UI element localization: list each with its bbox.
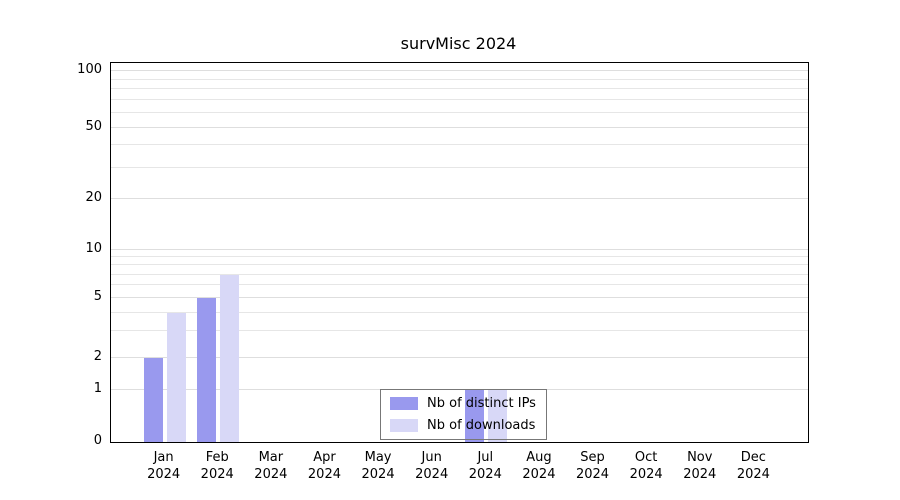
y-tick-label-0: 0	[93, 433, 102, 448]
gridline-y-3	[111, 330, 808, 332]
gridline-y-9	[111, 256, 808, 258]
x-tick-label-dec: Dec 2024	[725, 449, 781, 483]
gridline-y-40	[111, 144, 808, 146]
x-tick-year: 2024	[200, 467, 234, 482]
gridline-y-70	[111, 99, 808, 101]
x-tick-label-nov: Nov 2024	[672, 449, 728, 483]
x-tick-year: 2024	[736, 467, 770, 482]
x-tick-year: 2024	[468, 467, 502, 482]
legend-swatch-downloads	[390, 418, 418, 432]
x-tick-year: 2024	[254, 467, 288, 482]
x-tick-label-aug: Aug 2024	[511, 449, 567, 483]
gridline-y-30	[111, 166, 808, 168]
legend-label-distinct-ips: Nb of distinct IPs	[427, 396, 536, 412]
y-tick-label-5: 5	[93, 288, 102, 304]
x-tick-label-jul: Jul 2024	[457, 449, 513, 483]
x-tick-label-jan: Jan 2024	[136, 449, 192, 483]
x-tick-year: 2024	[683, 467, 717, 482]
chart-title: survMisc 2024	[400, 34, 517, 53]
x-tick-month: Aug	[526, 450, 552, 465]
y-tick-label-20: 20	[85, 190, 102, 206]
gridline-y-60	[111, 111, 808, 113]
x-tick-month: Jan	[153, 450, 174, 465]
y-tick-label-10: 10	[85, 240, 102, 256]
x-tick-month: Sep	[580, 450, 605, 465]
plot-area	[110, 62, 809, 443]
legend-swatch-distinct-ips	[390, 397, 418, 411]
x-tick-label-may: May 2024	[350, 449, 406, 483]
x-tick-label-apr: Apr 2024	[296, 449, 352, 483]
x-tick-year: 2024	[575, 467, 610, 482]
legend-label-downloads: Nb of downloads	[427, 417, 536, 433]
x-tick-year: 2024	[361, 467, 395, 482]
bar-nb-of-downloads-jan	[166, 312, 186, 442]
x-tick-month: Nov	[687, 450, 713, 465]
gridline-y-90	[111, 78, 808, 80]
bar-nb-of-downloads-feb	[220, 274, 240, 442]
y-tick-label-2: 2	[93, 348, 102, 364]
x-tick-month: Mar	[258, 450, 284, 465]
bar-nb-of-downloads-jul	[488, 390, 508, 442]
x-tick-label-mar: Mar 2024	[243, 449, 299, 483]
legend-entry-distinct-ips: Nb of distinct IPs	[390, 396, 546, 411]
legend-entry-downloads: Nb of downloads	[390, 418, 546, 433]
x-tick-label-sep: Sep 2024	[565, 449, 621, 483]
bar-nb-of-distinct-ips-feb	[197, 297, 217, 442]
x-tick-month: Oct	[634, 450, 658, 465]
x-tick-label-oct: Oct 2024	[618, 449, 674, 483]
gridline-y-100	[111, 69, 808, 71]
gridline-y-20	[111, 198, 808, 200]
gridline-y-6	[111, 284, 808, 286]
x-tick-month: May	[364, 450, 392, 465]
x-tick-year: 2024	[307, 467, 341, 482]
gridline-y-4	[111, 311, 808, 313]
x-tick-month: Jul	[477, 450, 494, 465]
bar-nb-of-distinct-ips-jul	[465, 390, 485, 442]
gridline-y-7	[111, 273, 808, 275]
x-tick-year: 2024	[629, 467, 663, 482]
bar-nb-of-distinct-ips-jan	[143, 357, 163, 442]
gridline-y-5	[111, 296, 808, 298]
gridline-y-10	[111, 248, 808, 250]
gridline-y-8	[111, 264, 808, 266]
x-tick-year: 2024	[147, 467, 181, 482]
x-tick-year: 2024	[522, 467, 556, 482]
x-tick-month: Jun	[421, 450, 442, 465]
x-tick-month: Apr	[313, 450, 336, 465]
y-tick-label-100: 100	[77, 61, 102, 77]
x-tick-month: Dec	[740, 450, 766, 465]
y-tick-label-50: 50	[85, 118, 102, 134]
legend: Nb of distinct IPs Nb of downloads	[380, 389, 547, 440]
x-tick-label-jun: Jun 2024	[404, 449, 460, 483]
x-tick-label-feb: Feb 2024	[189, 449, 245, 483]
gridline-y-80	[111, 88, 808, 90]
gridline-y-2	[111, 356, 808, 358]
x-tick-month: Feb	[205, 450, 229, 465]
y-tick-label-1: 1	[93, 381, 102, 397]
x-tick-year: 2024	[415, 467, 449, 482]
gridline-y-50	[111, 126, 808, 128]
